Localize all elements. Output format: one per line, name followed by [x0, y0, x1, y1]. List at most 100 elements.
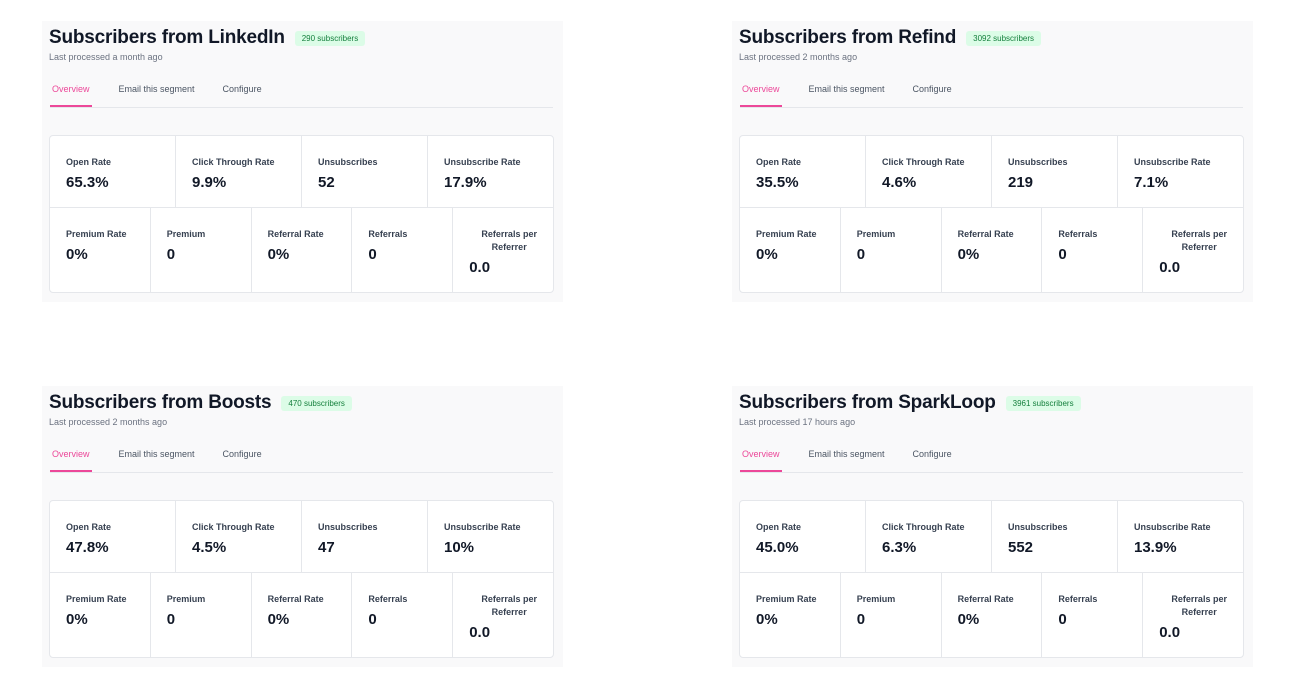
stat-referral-rate: Referral Rate 0% [252, 208, 353, 292]
stat-referrals: Referrals 0 [352, 208, 454, 292]
stat-value: 0 [166, 246, 176, 263]
stat-label: Unsubscribe Rate [444, 522, 521, 532]
stat-premium: Premium 0 [151, 208, 252, 292]
stats-row-secondary: Premium Rate 0% Premium 0 Referral Rate 0% … [50, 208, 553, 292]
tab-overview[interactable]: Overview [740, 446, 782, 472]
stat-label: Referral Rate [267, 229, 324, 239]
stat-referrals-per-referrer: Referrals per Referrer 0.0 [453, 208, 553, 292]
stats-row-primary: Open Rate 47.8% Click Through Rate 4.5% Un… [50, 501, 553, 573]
tab-configure[interactable]: Configure [222, 449, 262, 459]
stat-premium: Premium 0 [151, 573, 252, 657]
stat-value: 0% [267, 611, 290, 628]
segment-tabs: Overview Email this segment Configure [740, 81, 1243, 108]
stats-row-secondary: Premium Rate 0% Premium 0 Referral Rate 0% … [50, 573, 553, 657]
stat-click-through-rate: Click Through Rate 6.3% [866, 501, 992, 572]
stat-value: 0 [368, 246, 377, 263]
stat-unsubscribe-rate: Unsubscribe Rate 10% [428, 501, 553, 572]
tab-configure[interactable]: Configure [912, 449, 952, 459]
stat-premium: Premium 0 [841, 573, 942, 657]
stat-unsubscribes: Unsubscribes 52 [302, 136, 428, 207]
stat-unsubscribe-rate: Unsubscribe Rate 7.1% [1118, 136, 1243, 207]
stat-label: Premium Rate [66, 594, 127, 604]
stat-premium-rate: Premium Rate 0% [50, 208, 151, 292]
subscriber-count-badge: 3092 subscribers [966, 30, 1042, 46]
stat-label: Referrals per Referrer [481, 594, 537, 617]
stat-label: Unsubscribes [318, 522, 378, 532]
stat-value: 0 [856, 611, 866, 628]
stats-card: Open Rate 65.3% Click Through Rate 9.9% Un… [49, 135, 554, 293]
stat-value: 47.8% [66, 539, 109, 556]
stat-value: 219 [1008, 174, 1034, 191]
stat-value: 0 [856, 246, 866, 263]
stat-value: 7.1% [1134, 174, 1169, 191]
segment-panel-sparkloop: Subscribers from SparkLoop 3961 subscrib… [732, 386, 1253, 667]
tab-configure[interactable]: Configure [222, 84, 262, 94]
stat-value: 0% [66, 611, 88, 628]
stat-label: Click Through Rate [192, 522, 275, 532]
stat-label: Referrals [368, 229, 408, 239]
stats-card: Open Rate 45.0% Click Through Rate 6.3% Un… [739, 500, 1244, 658]
stat-label: Unsubscribes [318, 157, 378, 167]
stat-referrals: Referrals 0 [1042, 573, 1144, 657]
stat-value: 0.0 [469, 259, 491, 276]
stat-open-rate: Open Rate 35.5% [740, 136, 866, 207]
stat-referrals: Referrals 0 [352, 573, 454, 657]
stat-value: 0.0 [469, 624, 491, 641]
tab-configure[interactable]: Configure [912, 84, 952, 94]
stat-value: 0 [368, 611, 377, 628]
stat-value: 0 [1058, 611, 1067, 628]
segment-header: Subscribers from Refind 3092 subscribers… [739, 26, 1246, 66]
stat-value: 13.9% [1134, 539, 1177, 556]
stat-value: 0% [756, 246, 778, 263]
stat-value: 35.5% [756, 174, 799, 191]
tab-email-this-segment[interactable]: Email this segment [118, 84, 195, 94]
segment-title: Subscribers from SparkLoop [739, 392, 996, 413]
stat-label: Unsubscribe Rate [444, 157, 521, 167]
stat-open-rate: Open Rate 65.3% [50, 136, 176, 207]
stat-unsubscribes: Unsubscribes 47 [302, 501, 428, 572]
stat-label: Unsubscribe Rate [1134, 157, 1211, 167]
tab-overview[interactable]: Overview [740, 81, 782, 107]
stat-value: 10% [444, 539, 475, 556]
stat-unsubscribes: Unsubscribes 552 [992, 501, 1118, 572]
stat-label: Open Rate [66, 157, 112, 167]
tab-email-this-segment[interactable]: Email this segment [808, 449, 885, 459]
stat-click-through-rate: Click Through Rate 9.9% [176, 136, 302, 207]
stat-value: 0 [166, 611, 176, 628]
stats-row-secondary: Premium Rate 0% Premium 0 Referral Rate 0% … [740, 208, 1243, 292]
segment-panel-boosts: Subscribers from Boosts 470 subscribers … [42, 386, 563, 667]
segment-tabs: Overview Email this segment Configure [50, 81, 553, 108]
stat-value: 552 [1008, 539, 1034, 556]
stat-value: 65.3% [66, 174, 109, 191]
stat-label: Open Rate [66, 522, 112, 532]
tab-overview[interactable]: Overview [50, 446, 92, 472]
stat-value: 4.5% [192, 539, 227, 556]
tab-email-this-segment[interactable]: Email this segment [118, 449, 195, 459]
stat-label: Referral Rate [267, 594, 324, 604]
stat-label: Click Through Rate [882, 157, 965, 167]
stat-label: Unsubscribes [1008, 522, 1068, 532]
segment-title: Subscribers from Boosts [49, 392, 272, 413]
stat-label: Premium [856, 229, 896, 239]
stat-premium: Premium 0 [841, 208, 942, 292]
stat-referrals: Referrals 0 [1042, 208, 1144, 292]
stat-value: 9.9% [192, 174, 227, 191]
stat-label: Referrals [368, 594, 408, 604]
stat-unsubscribes: Unsubscribes 219 [992, 136, 1118, 207]
stat-value: 4.6% [882, 174, 917, 191]
stat-label: Premium Rate [756, 594, 817, 604]
stat-label: Referrals [1058, 229, 1098, 239]
subscriber-count-badge: 3961 subscribers [1005, 395, 1081, 411]
stat-label: Unsubscribe Rate [1134, 522, 1211, 532]
stat-value: 0% [957, 611, 980, 628]
tab-overview[interactable]: Overview [50, 81, 92, 107]
stat-label: Premium [166, 229, 206, 239]
stat-label: Referrals per Referrer [1171, 594, 1227, 617]
segment-title: Subscribers from Refind [739, 27, 957, 48]
stat-value: 17.9% [444, 174, 487, 191]
stat-label: Referral Rate [957, 229, 1014, 239]
stat-open-rate: Open Rate 45.0% [740, 501, 866, 572]
stat-label: Referrals per Referrer [1171, 229, 1227, 252]
tab-email-this-segment[interactable]: Email this segment [808, 84, 885, 94]
stat-label: Unsubscribes [1008, 157, 1068, 167]
